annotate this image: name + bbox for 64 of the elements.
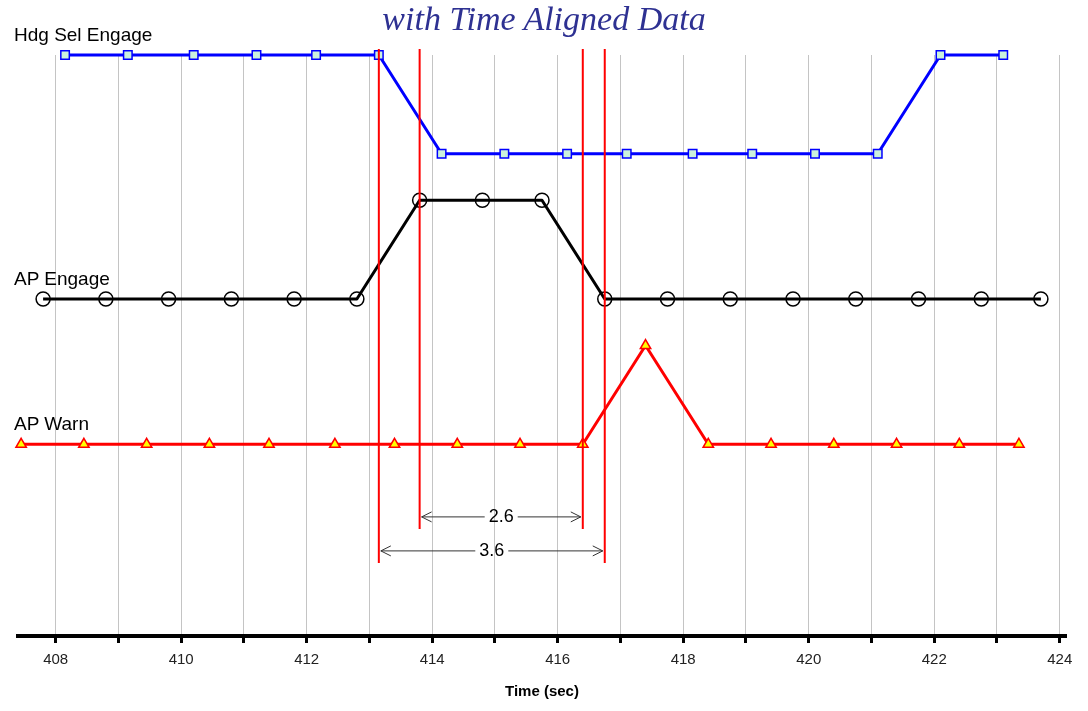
annotation: 3.6 bbox=[479, 539, 505, 560]
chart-title: with Time Aligned Data bbox=[382, 0, 706, 37]
point bbox=[639, 338, 652, 350]
point bbox=[98, 291, 114, 307]
x-tick-label: 414 bbox=[419, 650, 445, 668]
point bbox=[60, 50, 71, 60]
point bbox=[263, 437, 275, 449]
point bbox=[77, 437, 90, 449]
point bbox=[122, 50, 133, 60]
point bbox=[35, 291, 51, 307]
x-tick-label: 420 bbox=[796, 650, 822, 668]
x-tick-label: 416 bbox=[545, 650, 571, 668]
point bbox=[251, 50, 262, 60]
point bbox=[809, 148, 820, 159]
point bbox=[451, 437, 464, 449]
point bbox=[499, 148, 510, 159]
point bbox=[702, 437, 715, 449]
point bbox=[388, 437, 401, 449]
point bbox=[659, 291, 676, 307]
point bbox=[1033, 291, 1049, 307]
point bbox=[311, 50, 322, 60]
point bbox=[562, 148, 573, 159]
point bbox=[687, 148, 698, 159]
x-tick-label: 422 bbox=[921, 650, 947, 668]
point bbox=[1012, 437, 1025, 449]
point bbox=[474, 192, 491, 208]
point bbox=[203, 437, 216, 449]
point bbox=[188, 50, 199, 60]
point bbox=[514, 437, 526, 449]
point bbox=[621, 148, 632, 159]
point bbox=[872, 148, 883, 159]
series-label: AP Engage bbox=[14, 267, 110, 289]
point bbox=[328, 437, 341, 449]
point bbox=[534, 192, 550, 208]
x-tick-label: 424 bbox=[1047, 650, 1073, 668]
x-axis-title: Time (sec) bbox=[505, 682, 579, 700]
point bbox=[411, 192, 428, 208]
point bbox=[765, 437, 777, 449]
point bbox=[140, 437, 153, 449]
x-tick-label: 418 bbox=[670, 650, 696, 668]
point bbox=[848, 291, 864, 307]
x-tick-label: 412 bbox=[294, 650, 320, 668]
series-label: Hdg Sel Engage bbox=[14, 23, 153, 45]
point bbox=[953, 437, 966, 449]
series-label: AP Warn bbox=[14, 413, 89, 434]
point bbox=[747, 148, 758, 159]
point bbox=[998, 50, 1009, 60]
point bbox=[910, 291, 927, 307]
x-tick-label: 408 bbox=[43, 650, 69, 668]
point bbox=[890, 437, 903, 449]
point bbox=[223, 291, 240, 307]
point bbox=[286, 291, 302, 307]
point bbox=[597, 291, 613, 307]
annotation: 2.6 bbox=[488, 505, 514, 526]
x-tick-label: 410 bbox=[168, 650, 194, 668]
point bbox=[785, 291, 801, 307]
point bbox=[436, 148, 447, 159]
point bbox=[160, 291, 177, 307]
point bbox=[349, 291, 365, 307]
point bbox=[15, 437, 28, 449]
point bbox=[827, 437, 840, 449]
point bbox=[973, 291, 990, 307]
point bbox=[722, 291, 739, 307]
point bbox=[935, 50, 946, 60]
